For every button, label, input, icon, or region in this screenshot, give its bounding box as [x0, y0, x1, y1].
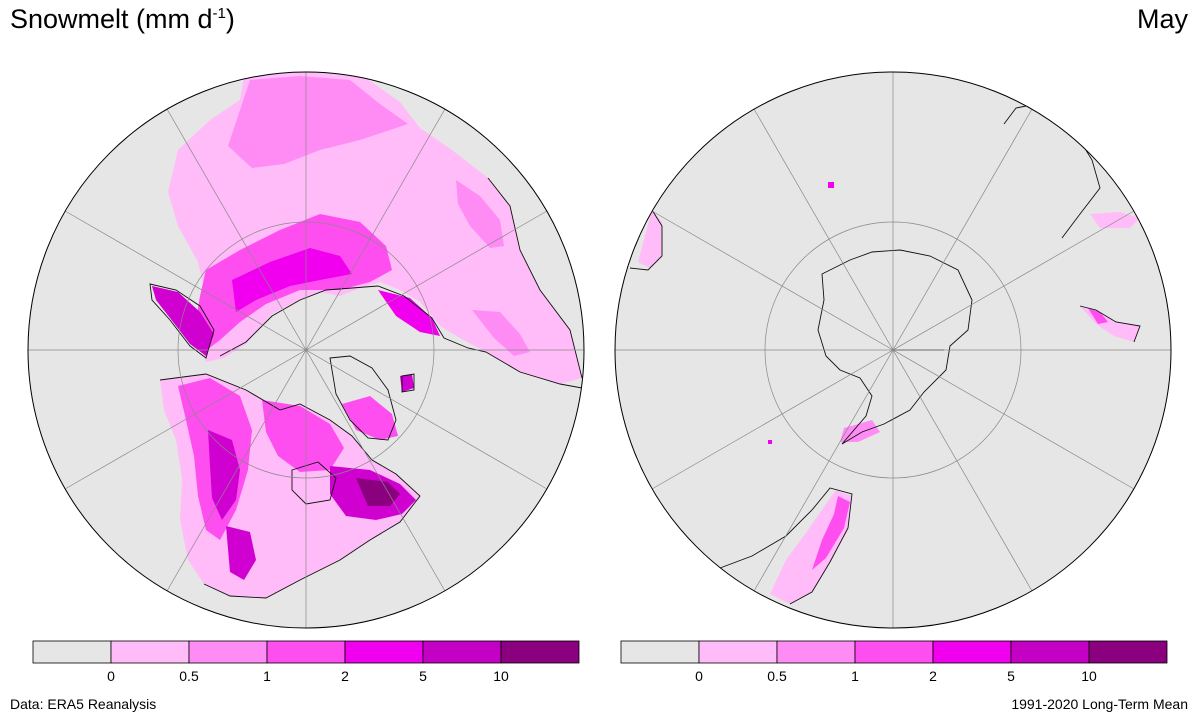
marion-island-melt	[828, 182, 834, 188]
north-polar-map	[27, 71, 585, 629]
patagonian-andes-melt	[812, 496, 850, 570]
colorbar-right-tick-label: 10	[1081, 668, 1097, 684]
labrador-peak-melt	[356, 478, 400, 506]
colorbar-left-swatch	[32, 640, 112, 664]
colorbar-left-swatch	[500, 640, 580, 664]
colorbar-right: 0 0.5 1 2 5 10	[620, 640, 1168, 684]
south-georgia-melt	[768, 440, 772, 444]
colorbar-left-swatch	[266, 640, 346, 664]
colorbar-left-tick-label: 10	[493, 668, 509, 684]
hudson-bay-coast	[291, 461, 337, 505]
andes-melt	[770, 490, 852, 604]
south-map-border	[614, 71, 1172, 629]
colorbar-right-tick-label: 2	[929, 668, 937, 684]
rockies-high-melt	[208, 430, 240, 520]
southern-alps-melt	[1088, 308, 1108, 324]
colorbar-right-tick-label: 0.5	[767, 668, 787, 684]
south-america-coast	[719, 487, 853, 605]
north-meridian-150	[64, 210, 548, 490]
colorbar-right-swatch	[776, 640, 856, 664]
antarctica-coast	[817, 249, 973, 445]
colorbar-left-swatch	[422, 640, 502, 664]
canada-arctic-melt	[262, 400, 344, 472]
title-close: )	[225, 4, 235, 34]
new-zealand-coast	[1079, 305, 1141, 343]
north-america-coast	[159, 373, 421, 599]
colorbar-right-tick-label: 0	[695, 668, 703, 684]
month-label: May	[1136, 4, 1188, 34]
title-text: Snowmelt (mm d	[10, 4, 213, 34]
colorbar-right-swatch	[1088, 640, 1168, 664]
colorbar-left: 0 0.5 1 2 5 10	[32, 640, 580, 684]
colorbar-left-swatch	[110, 640, 190, 664]
north-map-border	[27, 71, 585, 629]
colorbar-right-swatch	[932, 640, 1012, 664]
eurasia-south-coast	[487, 177, 583, 379]
north-graticule	[28, 72, 584, 628]
title-units-exponent: -1	[212, 5, 226, 22]
australia-alps-melt	[1090, 212, 1140, 228]
colorbar-right-swatch	[1010, 640, 1090, 664]
colorbar-right-tick-label: 5	[1007, 668, 1015, 684]
chart-title: Snowmelt (mm d-1)	[10, 4, 235, 35]
eurasia-arctic-coast	[219, 285, 583, 389]
antarctic-peninsula-melt	[840, 420, 880, 442]
colorbar-left-tick-label: 5	[419, 668, 427, 684]
iceland-coast	[401, 373, 415, 393]
kamchatka-melt	[152, 286, 214, 356]
south-meridian-150	[651, 210, 1135, 490]
north-snowmelt-fields	[152, 72, 582, 598]
kamchatka-coast	[149, 283, 215, 359]
colorbar-left-tick-label: 0.5	[179, 668, 199, 684]
south-africa-melt	[638, 210, 662, 268]
colorbar-left-swatch	[344, 640, 424, 664]
south-graticule	[615, 72, 1171, 628]
himalaya-melt	[456, 180, 504, 248]
south-snowmelt-fields	[638, 182, 1140, 604]
south-africa-coast	[629, 209, 663, 271]
data-source-label: Data: ERA5 Reanalysis	[10, 696, 157, 712]
greenland-coast	[329, 355, 397, 441]
sierra-melt	[226, 526, 256, 580]
siberia-melt-high	[232, 248, 352, 312]
climatology-label: 1991-2020 Long-Term Mean	[1011, 696, 1188, 712]
colorbar-left-swatch	[188, 640, 268, 664]
colorbar-left-tick-label: 1	[263, 668, 271, 684]
iceland-melt	[400, 374, 414, 392]
greenland-edge-melt	[342, 396, 398, 440]
taymyr-melt	[228, 76, 408, 168]
colorbar-left-tick-label: 0	[107, 668, 115, 684]
north-coastlines	[149, 177, 583, 599]
south-polar-map	[614, 71, 1172, 629]
scandinavia-melt	[378, 290, 440, 336]
colorbar-left-tick-label: 2	[341, 668, 349, 684]
colorbar-right-swatch	[698, 640, 778, 664]
colorbar-right-swatch	[854, 640, 934, 664]
colorbar-right-swatch	[620, 640, 700, 664]
alps-melt	[472, 310, 530, 356]
colorbar-right-tick-label: 1	[851, 668, 859, 684]
